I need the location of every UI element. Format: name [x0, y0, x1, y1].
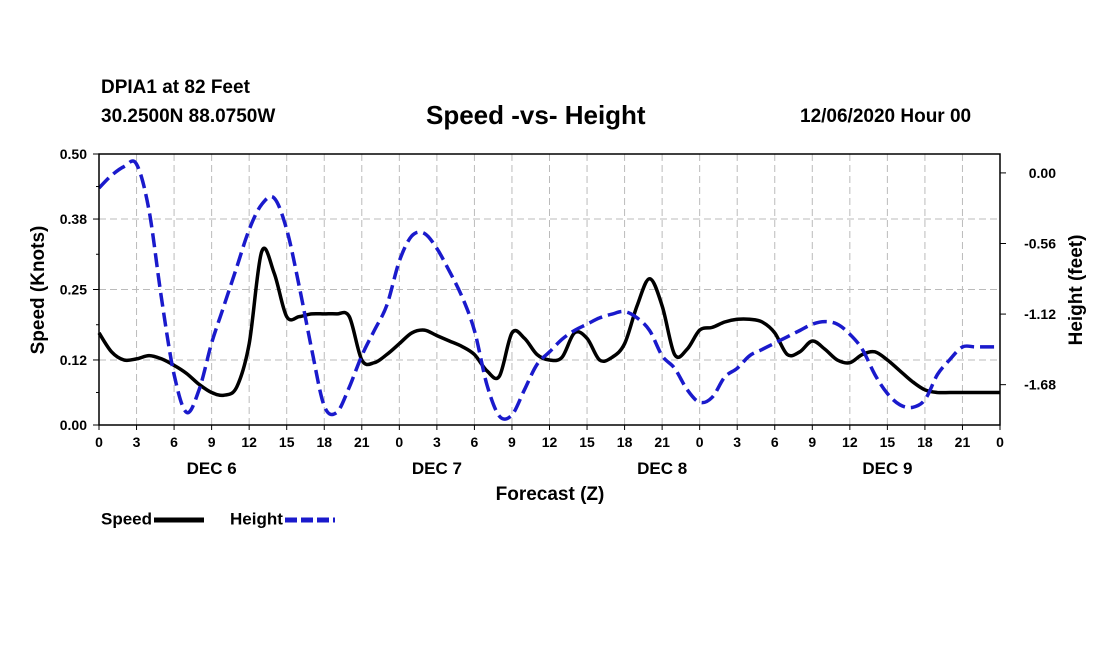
y2-axis-label: Height (feet) [1066, 235, 1087, 346]
x-axis-label: Forecast (Z) [496, 484, 605, 505]
x-tick-label: 0 [95, 434, 103, 450]
legend-item-height: Height [230, 509, 337, 530]
y2-tick-label: -1.68 [1024, 377, 1056, 393]
legend-label-height: Height [230, 509, 283, 529]
day-label: DEC 7 [412, 459, 462, 478]
y-tick-label: 0.12 [60, 352, 87, 368]
y-tick-label: 0.00 [60, 417, 87, 433]
x-tick-label: 12 [542, 434, 558, 450]
forecast-timestamp: 12/06/2020 Hour 00 [800, 106, 972, 127]
x-tick-label: 12 [241, 434, 257, 450]
x-tick-label: 18 [617, 434, 633, 450]
x-tick-label: 6 [471, 434, 479, 450]
y2-tick-label: -1.12 [1024, 306, 1056, 322]
x-tick-label: 9 [508, 434, 516, 450]
x-tick-label: 15 [579, 434, 595, 450]
x-tick-label: 9 [808, 434, 816, 450]
x-tick-label: 9 [208, 434, 216, 450]
day-label: DEC 6 [187, 459, 237, 478]
x-tick-label: 21 [955, 434, 971, 450]
x-tick-label: 12 [842, 434, 858, 450]
x-tick-label: 21 [354, 434, 370, 450]
day-label: DEC 8 [637, 459, 687, 478]
x-tick-label: 18 [917, 434, 933, 450]
chart-title: Speed -vs- Height [426, 100, 646, 130]
series-line-speed [97, 246, 1000, 398]
y2-tick-label: 0.00 [1029, 165, 1056, 181]
x-tick-label: 15 [880, 434, 896, 450]
y-axis-label: Speed (Knots) [28, 226, 49, 355]
legend-label-speed: Speed [101, 509, 153, 529]
x-tick-label: 3 [133, 434, 141, 450]
y2-tick-label: -0.56 [1024, 235, 1056, 251]
x-tick-label: 18 [316, 434, 332, 450]
station-label: DPIA1 at 82 Feet [101, 77, 250, 98]
y-tick-label: 0.25 [60, 282, 87, 298]
grid [99, 154, 1000, 425]
x-tick-label: 21 [654, 434, 670, 450]
legend-item-speed: Speed [101, 509, 206, 530]
x-tick-label: 3 [433, 434, 441, 450]
series-layer [97, 159, 1000, 421]
coordinates-label: 30.2500N 88.0750W [101, 106, 276, 127]
legend-swatch-speed [154, 517, 205, 523]
x-tick-label: 6 [771, 434, 779, 450]
x-tick-label: 0 [696, 434, 704, 450]
x-tick-label: 6 [170, 434, 178, 450]
x-tick-label: 3 [733, 434, 741, 450]
day-label: DEC 9 [862, 459, 912, 478]
x-tick-label: 0 [996, 434, 1004, 450]
y-tick-label: 0.50 [60, 146, 87, 162]
legend-swatch-height [284, 517, 335, 523]
axes: 0 3 6 9 12 15 18 21 0 3 6 9 12 15 18 21 0 3 6 9 12 15 18 21 0 DEC… [60, 146, 1056, 478]
x-tick-label: 0 [395, 434, 403, 450]
x-tick-label: 15 [279, 434, 295, 450]
y-tick-label: 0.38 [60, 211, 87, 227]
series-line-height [97, 159, 1000, 421]
